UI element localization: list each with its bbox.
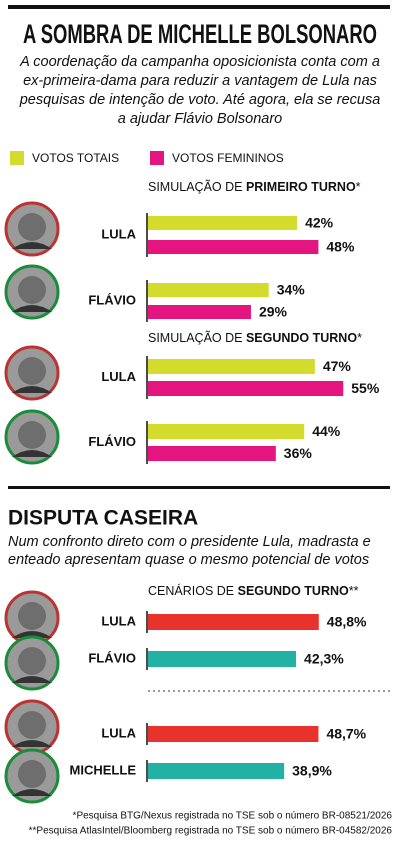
bar	[148, 305, 251, 319]
section-title: DISPUTA CASEIRA	[8, 507, 198, 530]
chart-title: SIMULAÇÃO DE SEGUNDO TURNO*	[148, 331, 362, 345]
value-label: 36%	[284, 445, 313, 461]
bar	[148, 381, 344, 396]
value-label: 42%	[305, 215, 334, 231]
footnote: *Pesquisa BTG/Nexus registrada no TSE so…	[73, 811, 393, 822]
portrait-shoulders	[12, 740, 52, 747]
portrait-shoulders	[12, 386, 52, 393]
value-label: 29%	[259, 304, 288, 320]
bar	[148, 763, 285, 779]
title: A SOMBRA DE MICHELLE BOLSONARO	[23, 19, 377, 49]
legend-label: VOTOS FEMININOS	[172, 151, 284, 165]
chart-title-part: SIMULAÇÃO DE	[148, 180, 246, 194]
portrait-face	[18, 647, 46, 675]
portrait-face	[18, 421, 46, 449]
portrait-face	[18, 357, 46, 385]
value-label: 44%	[312, 423, 341, 439]
category-label: MICHELLE	[70, 762, 137, 777]
portrait-shoulders	[12, 676, 52, 683]
portrait-face	[18, 213, 46, 241]
chart-title: SIMULAÇÃO DE PRIMEIRO TURNO*	[148, 180, 361, 194]
category-label: LULA	[101, 725, 136, 740]
value-label: 48,8%	[327, 614, 367, 630]
category-label: FLÁVIO	[88, 434, 136, 449]
value-label: 42,3%	[304, 651, 344, 667]
subtitle-line: A coordenação da campanha oposicionista …	[19, 54, 380, 70]
chart-title-part: SIMULAÇÃO DE	[148, 331, 246, 345]
bar	[148, 614, 319, 630]
category-label: FLÁVIO	[88, 292, 136, 307]
footnote: **Pesquisa AtlasIntel/Bloomberg registra…	[29, 826, 393, 837]
legend-swatch	[10, 151, 24, 165]
portrait-face	[18, 276, 46, 304]
chart-title-part: SEGUNDO TURNO	[246, 331, 357, 345]
subtitle-line: ex-primeira-dama para reduzir a vantagem…	[23, 73, 377, 89]
bar	[148, 726, 319, 742]
portrait-face	[18, 602, 46, 630]
category-label: LULA	[101, 226, 136, 241]
subtitle-line: pesquisas de intenção de voto. Até agora…	[19, 92, 381, 108]
chart-title-part: SEGUNDO TURNO	[238, 584, 349, 598]
bar	[148, 240, 319, 254]
chart-title-part: CENÁRIOS DE	[148, 583, 238, 598]
bar	[148, 283, 269, 297]
legend-swatch	[150, 151, 164, 165]
section-subtitle-line: Num confronto direto com o presidente Lu…	[8, 534, 371, 550]
portrait-shoulders	[12, 631, 52, 638]
portrait-face	[18, 760, 46, 788]
subtitle-line: a ajudar Flávio Bolsonaro	[118, 111, 282, 127]
category-label: LULA	[101, 369, 136, 384]
chart-title: CENÁRIOS DE SEGUNDO TURNO**	[148, 583, 359, 598]
chart-title-part: PRIMEIRO TURNO	[246, 180, 356, 194]
chart-title-part: *	[356, 180, 361, 194]
value-label: 55%	[351, 380, 380, 396]
portrait-shoulders	[12, 789, 52, 796]
portrait-shoulders	[12, 450, 52, 457]
value-label: 48%	[326, 239, 355, 255]
portrait-shoulders	[12, 305, 52, 312]
bar	[148, 359, 315, 374]
bar	[148, 446, 276, 461]
bar	[148, 651, 297, 667]
chart-title-part: **	[349, 584, 359, 598]
value-label: 48,7%	[326, 726, 366, 742]
category-label: FLÁVIO	[88, 650, 136, 665]
section-subtitle-line: enteado apresentam quase o mesmo potenci…	[8, 552, 369, 568]
value-label: 38,9%	[292, 763, 332, 779]
chart-title-part: *	[357, 331, 362, 345]
bar	[148, 424, 305, 439]
portrait-shoulders	[12, 242, 52, 249]
bar	[148, 216, 298, 230]
portrait-face	[18, 711, 46, 739]
category-label: LULA	[101, 613, 136, 628]
section-rule	[8, 486, 390, 489]
legend-label: VOTOS TOTAIS	[32, 151, 119, 165]
value-label: 34%	[277, 282, 306, 298]
top-rule	[8, 5, 390, 9]
value-label: 47%	[323, 358, 352, 374]
